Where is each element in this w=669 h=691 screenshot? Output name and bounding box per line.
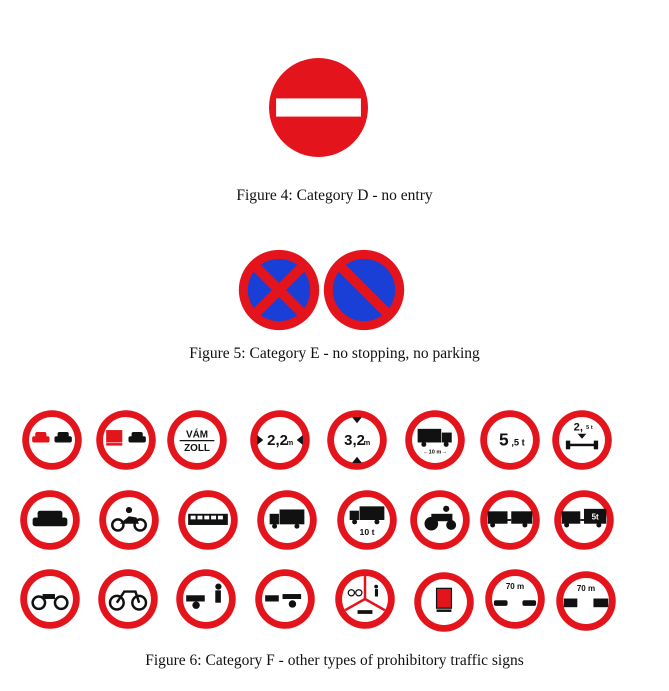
customs-vam-text: VÁM	[186, 430, 208, 441]
sign-min-distance-trucks: 70 m	[555, 570, 617, 632]
sign-no-stopping	[238, 249, 320, 331]
width-limit-unit: m	[287, 438, 294, 447]
figure-6-caption: Figure 6: Category F - other types of pr…	[145, 652, 524, 669]
sign-no-handcarts	[175, 568, 237, 630]
height-limit-unit: m	[364, 438, 371, 447]
customs-zoll-text: ZOLL	[184, 443, 210, 454]
sign-no-horse-carts	[254, 568, 316, 630]
sign-no-bicycles	[97, 568, 159, 630]
weight-limit-value: 5	[499, 430, 509, 450]
sign-no-trucks-with-trailer	[479, 489, 541, 551]
sign-customs: VÁM ZOLL	[166, 409, 228, 471]
trailer-weight-text: 5t	[592, 512, 599, 521]
sign-no-dangerous-goods	[413, 571, 475, 633]
sign-no-tractors	[409, 489, 471, 551]
distance-cars-text: 70 m	[506, 582, 524, 591]
sign-no-buses	[177, 489, 239, 551]
sign-no-parking	[323, 249, 405, 331]
sign-width-limit: 2,2 m	[249, 409, 311, 471]
width-limit-value: 2,2	[267, 433, 288, 449]
sign-height-limit: 3,2 m	[326, 409, 388, 471]
figure-4-caption: Figure 4: Category D - no entry	[236, 187, 433, 204]
sign-no-overtaking	[21, 409, 83, 471]
sign-length-limit: ←10 m→	[404, 409, 466, 471]
sign-no-bicycles-pedestrians-carts	[334, 568, 396, 630]
sign-no-trucks	[256, 489, 318, 551]
sign-no-trucks-over-10t: 10 t	[336, 489, 398, 551]
sign-no-mopeds	[19, 568, 81, 630]
distance-trucks-text: 70 m	[577, 584, 595, 593]
sign-no-cars	[19, 489, 81, 551]
length-limit-text: ←10 m→	[423, 450, 447, 456]
figure-5-caption: Figure 5: Category E - no stopping, no p…	[189, 345, 480, 362]
sign-min-distance-cars: 70 m	[484, 568, 546, 630]
sign-no-trailers-over-5t: 5t	[553, 489, 615, 551]
sign-no-motorcycles	[98, 489, 160, 551]
sign-no-entry	[268, 57, 369, 158]
height-limit-value: 3,2	[344, 433, 365, 449]
axle-limit-unit: 5 t	[586, 425, 593, 431]
truck-weight-text: 10 t	[360, 527, 375, 537]
sign-axle-load-limit: 2, 5 t	[551, 409, 613, 471]
axle-limit-value: 2,	[574, 422, 583, 434]
sign-no-overtaking-trucks	[95, 409, 157, 471]
sign-weight-limit: 5 ,5 t	[479, 409, 541, 471]
weight-limit-unit: ,5 t	[511, 438, 524, 448]
